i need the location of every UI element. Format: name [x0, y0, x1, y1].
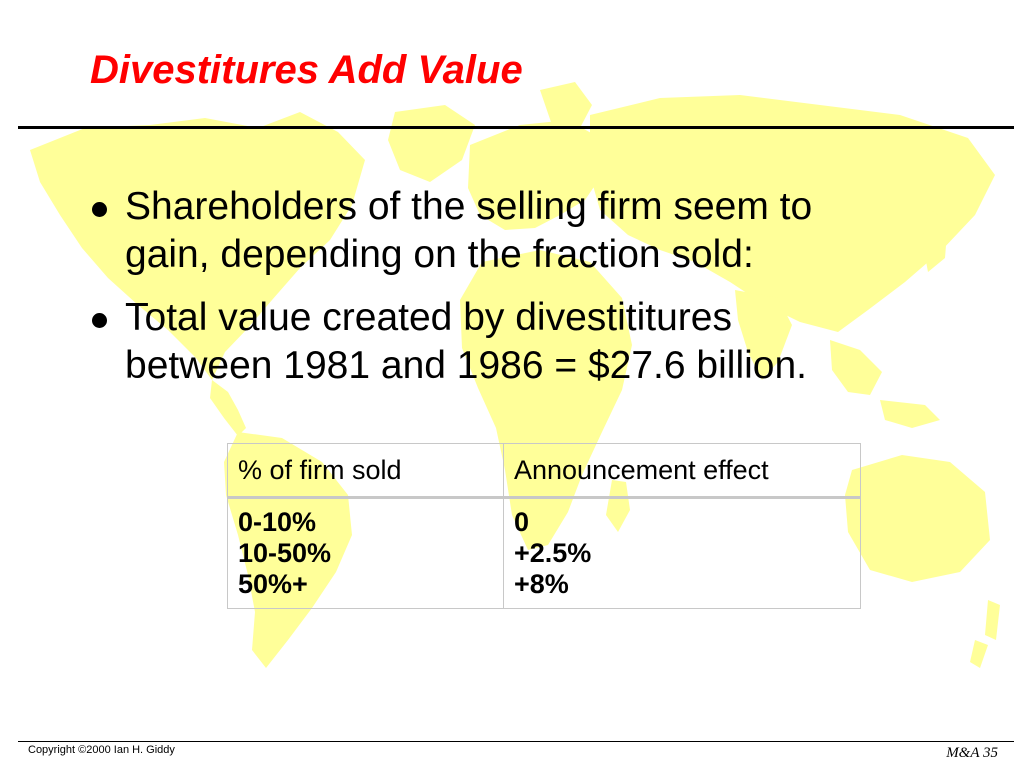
announcement-effect-cell: 0 +2.5% +8%: [503, 497, 861, 609]
copyright-notice: Copyright ©2000 Ian H. Giddy: [28, 744, 175, 756]
table-cell: 10-50%: [238, 538, 332, 568]
bullet-item: Shareholders of the selling firm seem to…: [90, 183, 950, 279]
slide-number: M&A 35: [946, 745, 998, 761]
table-cell: 0-10%: [238, 507, 317, 537]
title-divider: [18, 126, 1014, 129]
table-cell: +8%: [514, 569, 569, 599]
table-cell: 50%+: [238, 569, 308, 599]
bullet-text-line: Shareholders of the selling firm seem to: [125, 185, 813, 228]
bullet-item: Total value created by divestititures be…: [90, 294, 950, 390]
table-header-row: % of firm sold Announcement effect: [227, 443, 861, 499]
bullet-text-line: between 1981 and 1986 = $27.6 billion.: [125, 344, 807, 387]
column-header-fraction: % of firm sold: [227, 443, 504, 499]
bullet-dot-icon: [92, 313, 107, 328]
table-cell: 0: [514, 507, 530, 537]
table-row: 0-10% 10-50% 50%+ 0 +2.5% +8%: [227, 497, 861, 609]
column-header-effect: Announcement effect: [503, 443, 861, 499]
fraction-sold-cell: 0-10% 10-50% 50%+: [227, 497, 504, 609]
bullet-text-line: gain, depending on the fraction sold:: [125, 233, 754, 276]
divestiture-effects-table: % of firm sold Announcement effect 0-10%…: [227, 443, 861, 609]
bullet-dot-icon: [92, 202, 107, 217]
bullet-list: Shareholders of the selling firm seem to…: [90, 183, 950, 405]
footer-divider: [18, 741, 1014, 742]
bullet-text-line: Total value created by divestititures: [125, 296, 732, 339]
table-cell: +2.5%: [514, 538, 592, 568]
slide-title: Divestitures Add Value: [90, 48, 523, 92]
